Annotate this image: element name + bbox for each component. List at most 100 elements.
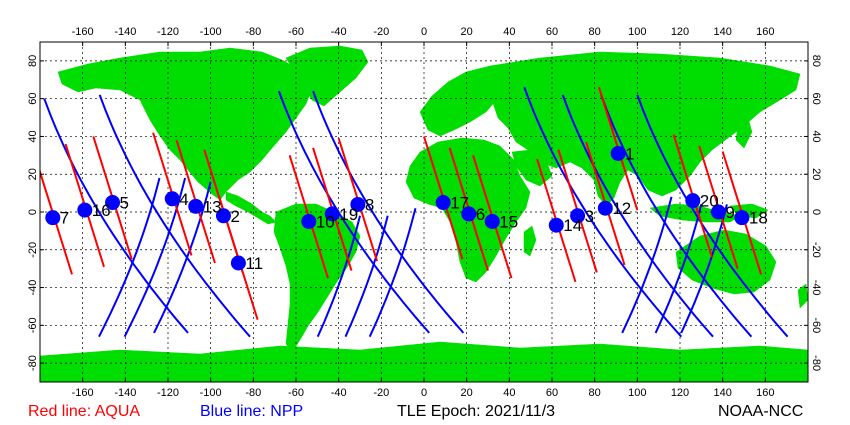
satellite-label: 1 bbox=[625, 144, 634, 163]
lon-tick-label-top: 40 bbox=[503, 26, 515, 38]
lat-tick-label-left: 80 bbox=[27, 55, 39, 67]
satellite-label: 14 bbox=[563, 216, 582, 235]
satellite-marker bbox=[710, 204, 726, 220]
lat-tick-label-left: 0 bbox=[27, 209, 39, 215]
lon-tick-label-bottom: 100 bbox=[628, 387, 646, 399]
lon-tick-label-bottom: 120 bbox=[671, 387, 689, 399]
satellite-marker bbox=[435, 195, 451, 211]
satellite-label: 11 bbox=[245, 254, 263, 273]
lat-tick-label-right: 80 bbox=[810, 55, 822, 67]
lon-tick-label-bottom: -100 bbox=[200, 387, 222, 399]
lon-tick-label-bottom: -120 bbox=[157, 387, 179, 399]
lon-tick-label-top: 0 bbox=[421, 26, 427, 38]
satellite-label: 20 bbox=[700, 192, 719, 211]
lon-tick-label-bottom: -80 bbox=[245, 387, 261, 399]
satellite-marker bbox=[597, 200, 613, 216]
lat-tick-label-left: 40 bbox=[27, 130, 39, 142]
land-south-america bbox=[273, 203, 361, 353]
satellite-marker bbox=[77, 202, 93, 218]
lat-tick-label-right: -80 bbox=[810, 355, 822, 371]
npp-track bbox=[316, 215, 361, 338]
lat-tick-label-right: 0 bbox=[810, 209, 822, 215]
lon-tick-label-top: -40 bbox=[331, 26, 347, 38]
land-new-zealand bbox=[797, 283, 808, 309]
lon-tick-label-bottom: 140 bbox=[713, 387, 731, 399]
land-central-america bbox=[225, 191, 277, 225]
satellite-label: 2 bbox=[230, 207, 239, 226]
satellite-marker bbox=[230, 255, 246, 271]
npp-track bbox=[810, 136, 850, 333]
lon-tick-label-bottom: 40 bbox=[503, 387, 515, 399]
lat-tick-label-right: -20 bbox=[810, 242, 822, 258]
satellite-label: 15 bbox=[499, 212, 518, 231]
satellite-label: 9 bbox=[725, 203, 734, 222]
lon-tick-label-top: -120 bbox=[157, 26, 179, 38]
satellite-label: 8 bbox=[365, 195, 374, 214]
satellite-label: 17 bbox=[450, 194, 469, 213]
land-japan bbox=[735, 117, 753, 149]
legend-credit: NOAA-NCC bbox=[718, 403, 804, 420]
lon-tick-label-top: -100 bbox=[200, 26, 222, 38]
lon-tick-label-bottom: 20 bbox=[461, 387, 473, 399]
npp-track bbox=[312, 90, 465, 334]
land-masses bbox=[40, 45, 808, 382]
lon-tick-label-top: 100 bbox=[628, 26, 646, 38]
satellite-marker bbox=[105, 195, 121, 211]
lat-tick-label-left: -60 bbox=[27, 317, 39, 333]
lat-tick-label-left: -40 bbox=[27, 280, 39, 296]
lon-tick-label-bottom: -160 bbox=[72, 387, 94, 399]
land-australia bbox=[675, 229, 777, 295]
lon-tick-label-bottom: 60 bbox=[546, 387, 558, 399]
satellite-label: 5 bbox=[120, 194, 129, 213]
lon-tick-label-top: -20 bbox=[373, 26, 389, 38]
satellite-label: 4 bbox=[179, 190, 188, 209]
lat-tick-label-right: 60 bbox=[810, 93, 822, 105]
npp-track bbox=[98, 94, 251, 338]
satellite-marker bbox=[324, 206, 340, 222]
land-madagascar bbox=[523, 225, 537, 257]
npp-track bbox=[98, 177, 161, 338]
satellite-label: 6 bbox=[476, 205, 485, 224]
npp-track bbox=[153, 181, 212, 334]
lon-tick-label-top: -80 bbox=[245, 26, 261, 38]
lon-tick-label-bottom: -20 bbox=[373, 387, 389, 399]
land-north-america bbox=[57, 47, 315, 201]
lon-tick-label-top: 80 bbox=[589, 26, 601, 38]
lat-tick-label-left: 60 bbox=[27, 93, 39, 105]
npp-track bbox=[523, 86, 683, 338]
satellite-marker bbox=[164, 191, 180, 207]
lon-tick-label-top: 160 bbox=[756, 26, 774, 38]
lon-tick-label-bottom: -60 bbox=[288, 387, 304, 399]
lon-tick-label-bottom: 160 bbox=[756, 387, 774, 399]
satellite-label: 19 bbox=[339, 205, 358, 224]
lat-tick-label-right: 40 bbox=[810, 130, 822, 142]
lon-tick-label-top: -140 bbox=[114, 26, 136, 38]
satellite-label: 3 bbox=[585, 207, 594, 226]
lat-tick-label-right: 20 bbox=[810, 168, 822, 180]
satellite-label: 10 bbox=[316, 212, 335, 231]
satellite-marker bbox=[350, 196, 366, 212]
axis-ticks: -160 -160 -140 -140 -120 -120 -100 -100 -80 -80 -6… bbox=[27, 26, 822, 399]
lat-tick-label-left: -80 bbox=[27, 355, 39, 371]
lon-tick-label-bottom: -140 bbox=[114, 387, 136, 399]
npp-track bbox=[600, 94, 753, 338]
satellite-marker bbox=[484, 213, 500, 229]
satellite-markers bbox=[45, 145, 750, 271]
satellite-marker bbox=[685, 193, 701, 209]
npp-track bbox=[43, 98, 189, 334]
graticule bbox=[40, 42, 808, 382]
npp-track bbox=[123, 177, 187, 338]
npp-track bbox=[621, 196, 673, 334]
lon-tick-label-bottom: 0 bbox=[421, 387, 427, 399]
lon-tick-label-top: -160 bbox=[72, 26, 94, 38]
npp-track bbox=[561, 94, 714, 338]
npp-track bbox=[368, 207, 417, 338]
lon-tick-label-top: 20 bbox=[461, 26, 473, 38]
satellite-label: 12 bbox=[612, 199, 631, 218]
satellite-marker bbox=[461, 206, 477, 222]
lat-tick-label-left: 20 bbox=[27, 168, 39, 180]
satellite-marker bbox=[570, 208, 586, 224]
npp-track bbox=[654, 204, 703, 334]
